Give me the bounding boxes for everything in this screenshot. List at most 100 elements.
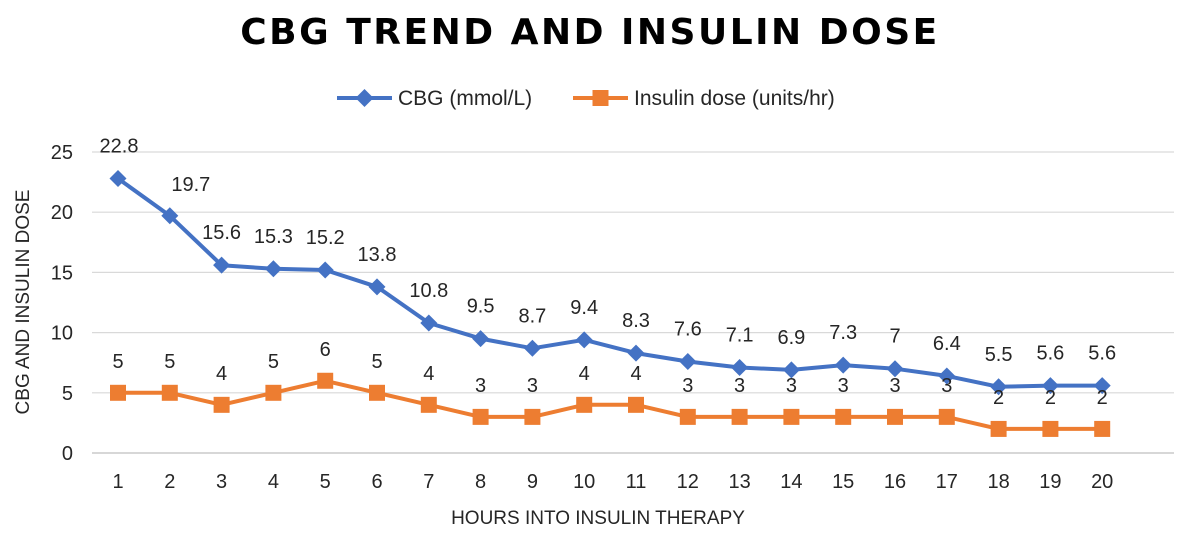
cbg-data-label: 6.4: [933, 333, 961, 355]
insulin-point: [576, 396, 593, 413]
cbg-data-label: 5.6: [1088, 343, 1116, 365]
cbg-point: [990, 378, 1008, 396]
insulin-point: [317, 372, 334, 389]
x-tick-label: 6: [371, 471, 382, 493]
series: [109, 169, 1111, 437]
x-tick-label: 4: [268, 471, 279, 493]
insulin-data-label: 4: [579, 363, 590, 385]
x-tick-label: 19: [1039, 471, 1061, 493]
cbg-point: [886, 360, 904, 378]
cbg-data-label: 15.3: [254, 226, 293, 248]
legend-square-marker-icon: [592, 90, 609, 106]
x-tick-label: 8: [475, 471, 486, 493]
x-tick-label: 10: [573, 471, 595, 493]
insulin-data-label: 4: [423, 363, 434, 385]
series-line-cbg: [116, 176, 1105, 389]
cbg-point: [316, 261, 334, 279]
x-axis-label: HOURS INTO INSULIN THERAPY: [451, 508, 745, 529]
insulin-data-label: 4: [216, 363, 227, 385]
cbg-data-label: 7.6: [674, 318, 702, 340]
insulin-point: [213, 396, 230, 413]
cbg-point: [523, 339, 541, 357]
data-labels: 22.8 19.7 15.6 15.3 15.2 13.8 10.8 9.5 8.7 9.4 8.3…: [100, 135, 1117, 408]
insulin-data-label: 5: [112, 351, 123, 373]
insulin-point: [628, 396, 644, 413]
cbg-point: [731, 359, 749, 377]
insulin-point: [420, 396, 437, 413]
cbg-data-label: 8.7: [518, 305, 546, 327]
cbg-data-label: 10.8: [409, 280, 448, 302]
legend-label-insulin: Insulin dose (units/hr): [634, 87, 835, 110]
insulin-data-label: 3: [682, 375, 693, 397]
x-axis-ticks: 1 2 3 4 5 6 7 8 9 10 11 12 13 14 15 16 17 18 19 20: [112, 471, 1113, 493]
cbg-data-label: 5.5: [985, 344, 1013, 366]
cbg-data-label: 15.6: [202, 222, 241, 244]
insulin-data-label: 3: [838, 375, 849, 397]
y-tick-label: 20: [51, 202, 73, 224]
y-tick-label: 15: [51, 262, 73, 284]
cbg-point: [627, 344, 645, 362]
x-tick-label: 17: [936, 471, 958, 493]
cbg-point: [109, 169, 127, 187]
cbg-data-label: 13.8: [358, 244, 397, 266]
insulin-point: [990, 420, 1007, 437]
insulin-point: [524, 408, 541, 425]
y-axis-ticks: 0 5 10 15 20 25: [51, 142, 73, 465]
y-tick-label: 0: [62, 443, 73, 465]
cbg-data-label: 7.3: [829, 322, 857, 344]
x-tick-label: 13: [728, 471, 750, 493]
insulin-data-label: 3: [475, 375, 486, 397]
cbg-point: [264, 260, 282, 278]
insulin-point: [369, 384, 385, 401]
cbg-data-label: 7.1: [726, 325, 754, 347]
cbg-data-label: 9.4: [570, 297, 598, 319]
insulin-point: [161, 384, 178, 401]
cbg-data-label: 19.7: [171, 174, 210, 196]
legend-label-cbg: CBG (mmol/L): [398, 87, 532, 110]
insulin-point: [265, 384, 282, 401]
x-tick-label: 18: [987, 471, 1009, 493]
cbg-point: [420, 314, 438, 332]
legend-item-insulin: Insulin dose (units/hr): [573, 87, 835, 110]
insulin-point: [887, 408, 903, 425]
cbg-point: [575, 331, 593, 349]
x-tick-label: 1: [112, 471, 123, 493]
insulin-data-label: 3: [527, 375, 538, 397]
y-tick-label: 25: [51, 142, 73, 164]
cbg-data-label: 5.6: [1036, 343, 1064, 365]
insulin-point: [938, 408, 955, 425]
insulin-point: [110, 384, 126, 401]
insulin-point: [783, 408, 800, 425]
cbg-point: [834, 356, 852, 374]
insulin-data-label: 3: [889, 375, 900, 397]
series-line-insulin: [116, 378, 1105, 431]
insulin-data-label: 2: [993, 387, 1004, 409]
insulin-data-label: 4: [630, 363, 641, 385]
x-tick-label: 11: [626, 471, 647, 493]
x-tick-label: 20: [1091, 471, 1113, 493]
x-tick-label: 16: [884, 471, 906, 493]
cbg-data-label: 8.3: [622, 310, 650, 332]
x-tick-label: 2: [164, 471, 175, 493]
cbg-point: [161, 207, 179, 225]
cbg-data-label: 22.8: [100, 135, 139, 157]
insulin-point: [835, 408, 852, 425]
insulin-point: [1094, 420, 1111, 437]
chart-title: CBG TREND AND INSULIN DOSE: [240, 12, 939, 53]
cbg-point: [1093, 377, 1111, 395]
cbg-data-label: 15.2: [306, 227, 345, 249]
cbg-point: [213, 256, 231, 274]
y-tick-label: 10: [51, 323, 73, 345]
insulin-data-label: 5: [371, 351, 382, 373]
x-tick-label: 14: [780, 471, 802, 493]
insulin-data-label: 3: [734, 375, 745, 397]
insulin-point: [679, 408, 696, 425]
cbg-point: [1041, 377, 1059, 395]
insulin-point: [1042, 420, 1059, 437]
insulin-data-label: 6: [320, 339, 331, 361]
legend-item-cbg: CBG (mmol/L): [337, 87, 532, 110]
x-tick-label: 15: [832, 471, 854, 493]
x-tick-label: 5: [320, 471, 331, 493]
cbg-point: [368, 278, 386, 296]
insulin-data-label: 3: [941, 375, 952, 397]
